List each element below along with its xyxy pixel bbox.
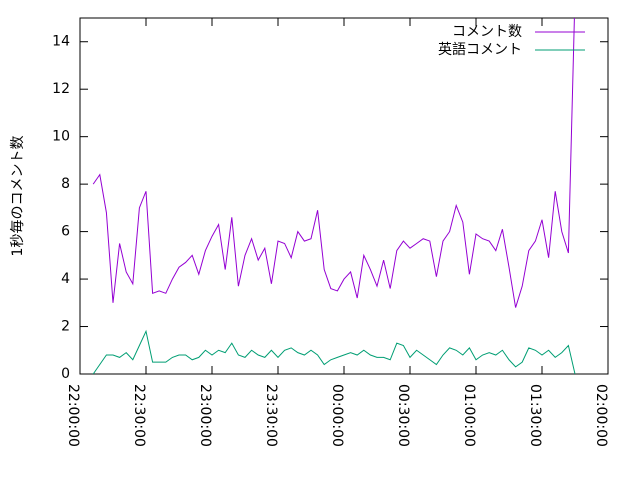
- plot-frame: [79, 17, 609, 375]
- y-tick-label: 2: [61, 319, 70, 335]
- x-tick-label: 01:00:00: [461, 384, 477, 447]
- legend-label: 英語コメント: [438, 41, 522, 58]
- y-tick-label: 6: [61, 224, 70, 240]
- y-tick-label: 14: [52, 34, 70, 50]
- x-tick-label: 22:30:00: [131, 384, 147, 447]
- x-tick-label: 22:00:00: [65, 384, 81, 447]
- y-tick-label: 10: [52, 129, 70, 145]
- y-tick-label: 4: [61, 271, 70, 287]
- y-tick-label: 8: [61, 176, 70, 192]
- x-tick-label: 00:00:00: [329, 384, 345, 447]
- y-tick-label: 12: [52, 81, 70, 97]
- legend-label: コメント数: [452, 24, 522, 40]
- y-axis-label: 1秒毎のコメント数: [10, 136, 26, 257]
- x-tick-label: 00:30:00: [395, 384, 411, 447]
- x-tick-label: 23:30:00: [263, 384, 279, 447]
- x-tick-label: 02:00:00: [593, 384, 609, 447]
- y-tick-label: 0: [61, 366, 70, 382]
- x-tick-label: 01:30:00: [527, 384, 543, 447]
- series-line: [92, 18, 575, 308]
- series-line: [92, 329, 576, 374]
- x-tick-label: 23:00:00: [197, 384, 213, 447]
